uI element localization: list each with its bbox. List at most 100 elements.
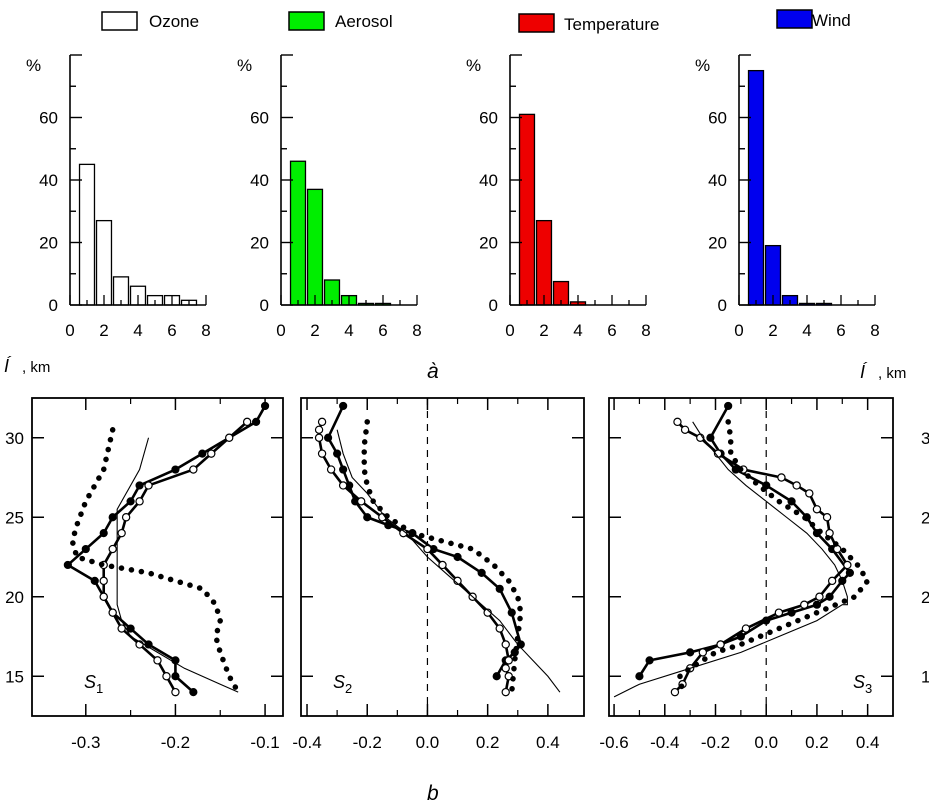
data-point-open xyxy=(189,465,198,474)
series-label-subscript: 3 xyxy=(865,681,872,696)
height-label-right: Í , km xyxy=(860,362,906,382)
data-point-filled xyxy=(90,576,99,585)
x-tick-label: -0.4 xyxy=(292,733,321,752)
x-tick-label: 4 xyxy=(573,321,582,340)
y-tick-label: 0 xyxy=(718,296,727,315)
y-tick-label: 0 xyxy=(260,296,269,315)
data-point-open xyxy=(777,473,786,482)
x-tick-label: -0.2 xyxy=(701,733,730,752)
x-tick-label: 6 xyxy=(167,321,176,340)
series-line-dotted xyxy=(69,427,241,695)
data-point-open xyxy=(117,528,126,538)
data-point-filled xyxy=(706,433,715,442)
legend-swatch-aerosol xyxy=(288,11,325,31)
x-tick-label: -0.3 xyxy=(71,733,100,752)
x-tick-label: 0.2 xyxy=(476,733,500,752)
histogram-wind: 0 20 40 60% 0 2 4 6 8 xyxy=(695,54,880,340)
data-point-open xyxy=(225,433,234,442)
y-tick-label: 2 xyxy=(921,508,929,527)
panel-series-label: S1 xyxy=(84,672,103,696)
legend-swatch-wind xyxy=(776,9,813,29)
x-tick-label: 0 xyxy=(505,321,514,340)
series-line-thin xyxy=(613,421,848,698)
panel-label-b: b xyxy=(427,782,439,805)
data-point-open xyxy=(833,544,842,554)
histogram-bar xyxy=(535,219,553,306)
x-tick-label: 2 xyxy=(539,321,548,340)
histogram-bar xyxy=(78,163,96,306)
legend-label-aerosol: Aerosol xyxy=(335,12,393,31)
y-tick-label: 20 xyxy=(708,234,727,253)
data-point-open xyxy=(314,425,324,434)
data-point-open xyxy=(135,497,144,506)
y-tick-label: 60 xyxy=(250,109,269,128)
profile-panel-s2: -0.4 -0.2 0.0 0.2 0.4 S2 xyxy=(292,397,585,752)
data-point-filled xyxy=(787,497,796,506)
series-line-dotted xyxy=(361,419,524,695)
y-tick-label: 20 xyxy=(250,234,269,253)
legend-item-temperature: Temperature xyxy=(518,13,659,34)
data-point-filled xyxy=(171,672,180,681)
series-line-open-markers xyxy=(317,421,511,693)
x-tick-label: 8 xyxy=(201,321,210,340)
y-tick-label: 15 xyxy=(5,667,24,686)
plot-frame xyxy=(300,397,585,717)
data-point-open xyxy=(680,425,690,434)
series-line-dotted xyxy=(677,419,872,695)
histogram-aerosol: 0 20 40 60% 0 2 4 6 8 xyxy=(237,54,422,340)
data-point-filled xyxy=(812,600,822,609)
data-point-open xyxy=(792,481,801,490)
x-tick-label: 0.2 xyxy=(805,733,829,752)
data-point-filled xyxy=(724,401,733,411)
x-tick-label: 0 xyxy=(734,321,743,340)
data-point-open xyxy=(822,513,832,522)
y-axis-label: % xyxy=(26,56,41,75)
data-point-open xyxy=(495,624,504,633)
height-unit-left: , km xyxy=(22,359,50,376)
profile-panel-s1: 15 20 25 30 -0.3 -0.2 -0.1 S1 xyxy=(5,397,284,752)
legend-label-temperature: Temperature xyxy=(564,15,659,34)
data-point-filled xyxy=(686,648,695,657)
height-unit-right: , km xyxy=(878,365,906,382)
legend: Ozone Aerosol Temperature Wind xyxy=(101,9,851,34)
y-tick-label: 40 xyxy=(39,171,58,190)
y-tick-label: 3 xyxy=(921,429,929,448)
series-line-open-markers xyxy=(102,420,249,693)
y-tick-label: 20 xyxy=(479,234,498,253)
data-point-filled xyxy=(825,592,834,601)
data-point-open xyxy=(800,600,809,609)
y-tick-label: 60 xyxy=(479,109,498,128)
data-point-filled xyxy=(495,584,504,593)
y-tick-label: 25 xyxy=(5,508,24,527)
data-point-filled xyxy=(323,433,333,442)
legend-item-ozone: Ozone xyxy=(101,11,199,31)
data-point-open xyxy=(162,672,171,681)
data-point-open xyxy=(357,497,366,506)
data-point-open xyxy=(242,417,252,427)
legend-swatch-temperature xyxy=(518,13,555,33)
histogram-ozone: 0 20 40 60% 0 2 4 6 8 xyxy=(26,54,211,340)
data-point-open xyxy=(317,417,327,427)
data-point-open xyxy=(338,481,348,490)
data-point-filled xyxy=(635,672,644,681)
data-point-filled xyxy=(645,656,654,665)
y-tick-label: 60 xyxy=(708,109,727,128)
x-tick-label: -0.2 xyxy=(161,733,190,752)
x-tick-label: 0.4 xyxy=(856,733,880,752)
x-tick-label: 2 xyxy=(99,321,108,340)
series-label-letter: S xyxy=(84,672,96,692)
data-point-open xyxy=(501,664,510,673)
x-tick-label: -0.6 xyxy=(599,733,628,752)
height-label-left: Í , km xyxy=(4,356,50,376)
y-tick-label: 0 xyxy=(489,296,498,315)
data-point-filled xyxy=(333,449,342,458)
y-tick-label: 2 xyxy=(921,588,929,607)
data-point-open xyxy=(827,576,837,586)
data-point-open xyxy=(314,433,324,442)
y-tick-label: 20 xyxy=(39,234,58,253)
x-tick-label: 4 xyxy=(802,321,811,340)
x-tick-label: 8 xyxy=(870,321,879,340)
series-label-letter: S xyxy=(853,672,865,692)
y-tick-label: 30 xyxy=(5,429,24,448)
